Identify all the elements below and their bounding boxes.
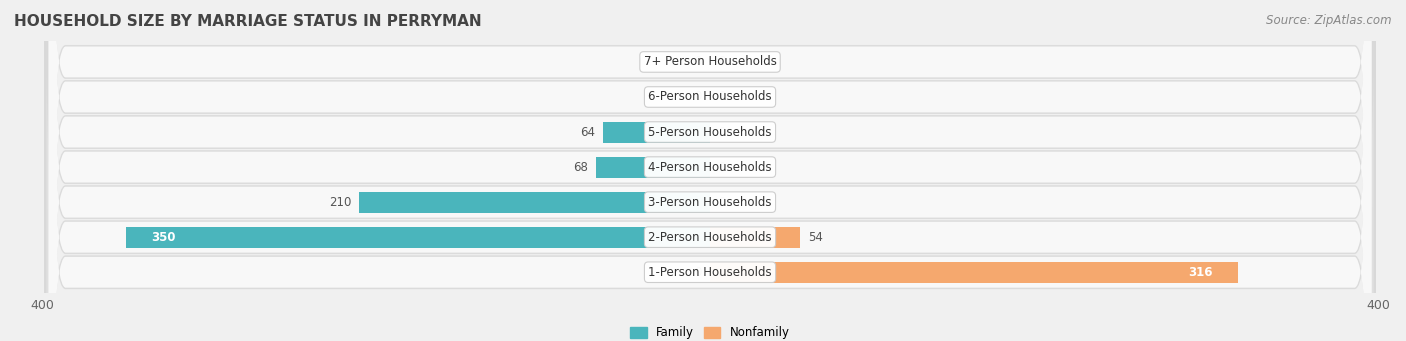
- FancyBboxPatch shape: [49, 0, 1371, 341]
- Text: 5-Person Households: 5-Person Households: [648, 125, 772, 138]
- Text: 210: 210: [329, 196, 352, 209]
- Text: 64: 64: [579, 125, 595, 138]
- Text: 68: 68: [574, 161, 588, 174]
- Text: 350: 350: [150, 231, 176, 244]
- Text: 2-Person Households: 2-Person Households: [648, 231, 772, 244]
- Bar: [603, 121, 710, 143]
- Bar: [710, 227, 800, 248]
- Text: 3-Person Households: 3-Person Households: [648, 196, 772, 209]
- Text: 4-Person Households: 4-Person Households: [648, 161, 772, 174]
- FancyBboxPatch shape: [45, 0, 1375, 341]
- Bar: [125, 227, 710, 248]
- Text: 0: 0: [718, 56, 725, 69]
- Text: 0: 0: [695, 266, 702, 279]
- Text: 6-Person Households: 6-Person Households: [648, 90, 772, 104]
- Text: 1-Person Households: 1-Person Households: [648, 266, 772, 279]
- Text: 0: 0: [695, 56, 702, 69]
- Text: 0: 0: [718, 161, 725, 174]
- Text: 54: 54: [808, 231, 824, 244]
- FancyBboxPatch shape: [49, 0, 1371, 341]
- Text: Source: ZipAtlas.com: Source: ZipAtlas.com: [1267, 14, 1392, 27]
- Text: 0: 0: [695, 90, 702, 104]
- FancyBboxPatch shape: [45, 0, 1375, 341]
- FancyBboxPatch shape: [45, 0, 1375, 341]
- FancyBboxPatch shape: [45, 0, 1375, 341]
- FancyBboxPatch shape: [49, 0, 1371, 341]
- Text: 316: 316: [1188, 266, 1212, 279]
- Text: HOUSEHOLD SIZE BY MARRIAGE STATUS IN PERRYMAN: HOUSEHOLD SIZE BY MARRIAGE STATUS IN PER…: [14, 14, 482, 29]
- Bar: [596, 157, 710, 178]
- Text: 0: 0: [718, 196, 725, 209]
- Bar: [360, 192, 710, 213]
- Text: 7+ Person Households: 7+ Person Households: [644, 56, 776, 69]
- Text: 0: 0: [718, 90, 725, 104]
- Legend: Family, Nonfamily: Family, Nonfamily: [627, 323, 793, 341]
- FancyBboxPatch shape: [45, 0, 1375, 341]
- FancyBboxPatch shape: [49, 0, 1371, 341]
- FancyBboxPatch shape: [49, 0, 1371, 341]
- Bar: [710, 262, 1237, 283]
- FancyBboxPatch shape: [49, 0, 1371, 341]
- Text: 0: 0: [718, 125, 725, 138]
- FancyBboxPatch shape: [45, 0, 1375, 341]
- FancyBboxPatch shape: [45, 0, 1375, 341]
- FancyBboxPatch shape: [49, 0, 1371, 341]
